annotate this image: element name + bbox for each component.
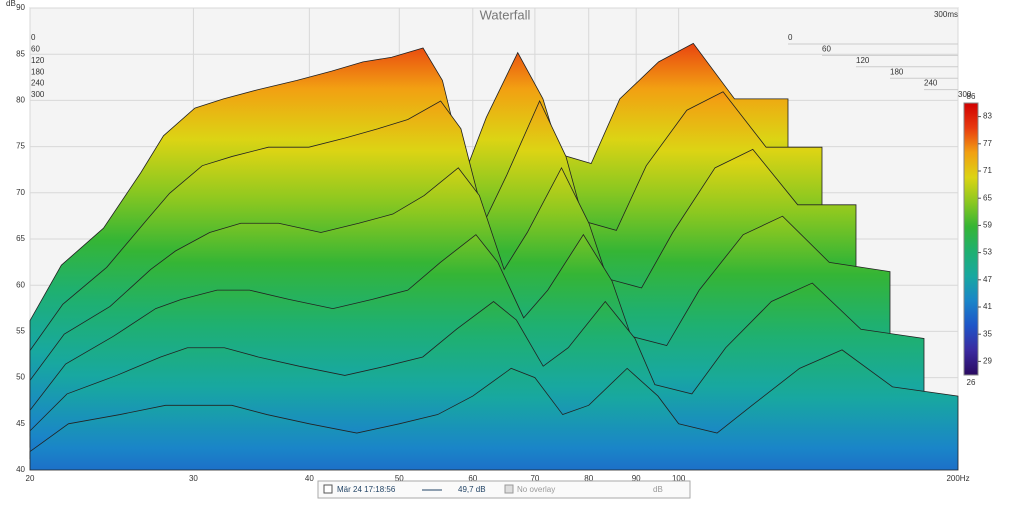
y-tick-label: 85 — [16, 49, 25, 58]
z-tick-label: 60 — [31, 45, 40, 54]
x-tick-label: 200Hz — [946, 474, 969, 483]
y-tick-label: 90 — [16, 3, 25, 12]
color-tick-label: 29 — [983, 357, 992, 366]
z-tick-label: 240 — [31, 79, 45, 88]
z-tick-label: 180 — [890, 67, 904, 76]
x-tick-label: 20 — [26, 474, 35, 483]
z-tick-label: 0 — [31, 33, 36, 42]
color-bar — [963, 102, 979, 376]
color-tick-label: 65 — [983, 193, 992, 202]
z-tick-label: 300 — [958, 90, 972, 99]
y-tick-label: 50 — [16, 373, 25, 382]
x-tick-label: 40 — [305, 474, 314, 483]
x-tick-label: 100 — [672, 474, 686, 483]
y-tick-label: 70 — [16, 188, 25, 197]
z-tick-label: 0 — [788, 33, 793, 42]
z-tick-label: 120 — [856, 56, 870, 65]
x-tick-label: 90 — [632, 474, 641, 483]
color-tick-label: 83 — [983, 112, 992, 121]
y-tick-label: 45 — [16, 419, 25, 428]
color-max-label: 86 — [967, 92, 976, 101]
chart-title: Waterfall — [480, 7, 531, 22]
checkbox[interactable] — [323, 484, 333, 494]
checkbox[interactable] — [504, 484, 514, 494]
overlay: No overlay — [517, 485, 555, 494]
z-tick-label: 300 — [31, 90, 45, 99]
x-tick-label: 60 — [468, 474, 477, 483]
status-bar: Mär 24 17:18:56 49,7 dB No overlay dB — [317, 480, 691, 499]
z-tick-label: 120 — [31, 56, 45, 65]
x-tick-label: 50 — [395, 474, 404, 483]
color-min-label: 26 — [967, 378, 976, 387]
color-tick-label: 47 — [983, 275, 992, 284]
color-tick-label: 41 — [983, 302, 992, 311]
y-tick-label: 65 — [16, 234, 25, 243]
z-tick-label: 240 — [924, 79, 938, 88]
measurement-name: Mär 24 17:18:56 — [337, 485, 396, 494]
y-axis-label: dB — [6, 0, 16, 8]
time-label: 300ms — [934, 10, 958, 19]
color-tick-label: 53 — [983, 248, 992, 257]
z-tick-label: 180 — [31, 67, 45, 76]
waterfall-slice — [29, 349, 959, 471]
color-tick-label: 59 — [983, 221, 992, 230]
z-tick-label: 60 — [822, 45, 831, 54]
color-tick-label: 35 — [983, 329, 992, 338]
color-tick-label: 77 — [983, 139, 992, 148]
status-box — [317, 480, 691, 499]
level: 49,7 dB — [458, 485, 486, 494]
y-tick-label: 40 — [16, 465, 25, 474]
y-tick-label: 60 — [16, 280, 25, 289]
color-tick-label: 71 — [983, 166, 992, 175]
y-tick-label: 75 — [16, 142, 25, 151]
y-tick-label: 55 — [16, 327, 25, 336]
x-tick-label: 30 — [189, 474, 198, 483]
y-tick-label: 80 — [16, 96, 25, 105]
x-tick-label: 80 — [584, 474, 593, 483]
unit: dB — [653, 485, 663, 494]
x-tick-label: 70 — [530, 474, 539, 483]
